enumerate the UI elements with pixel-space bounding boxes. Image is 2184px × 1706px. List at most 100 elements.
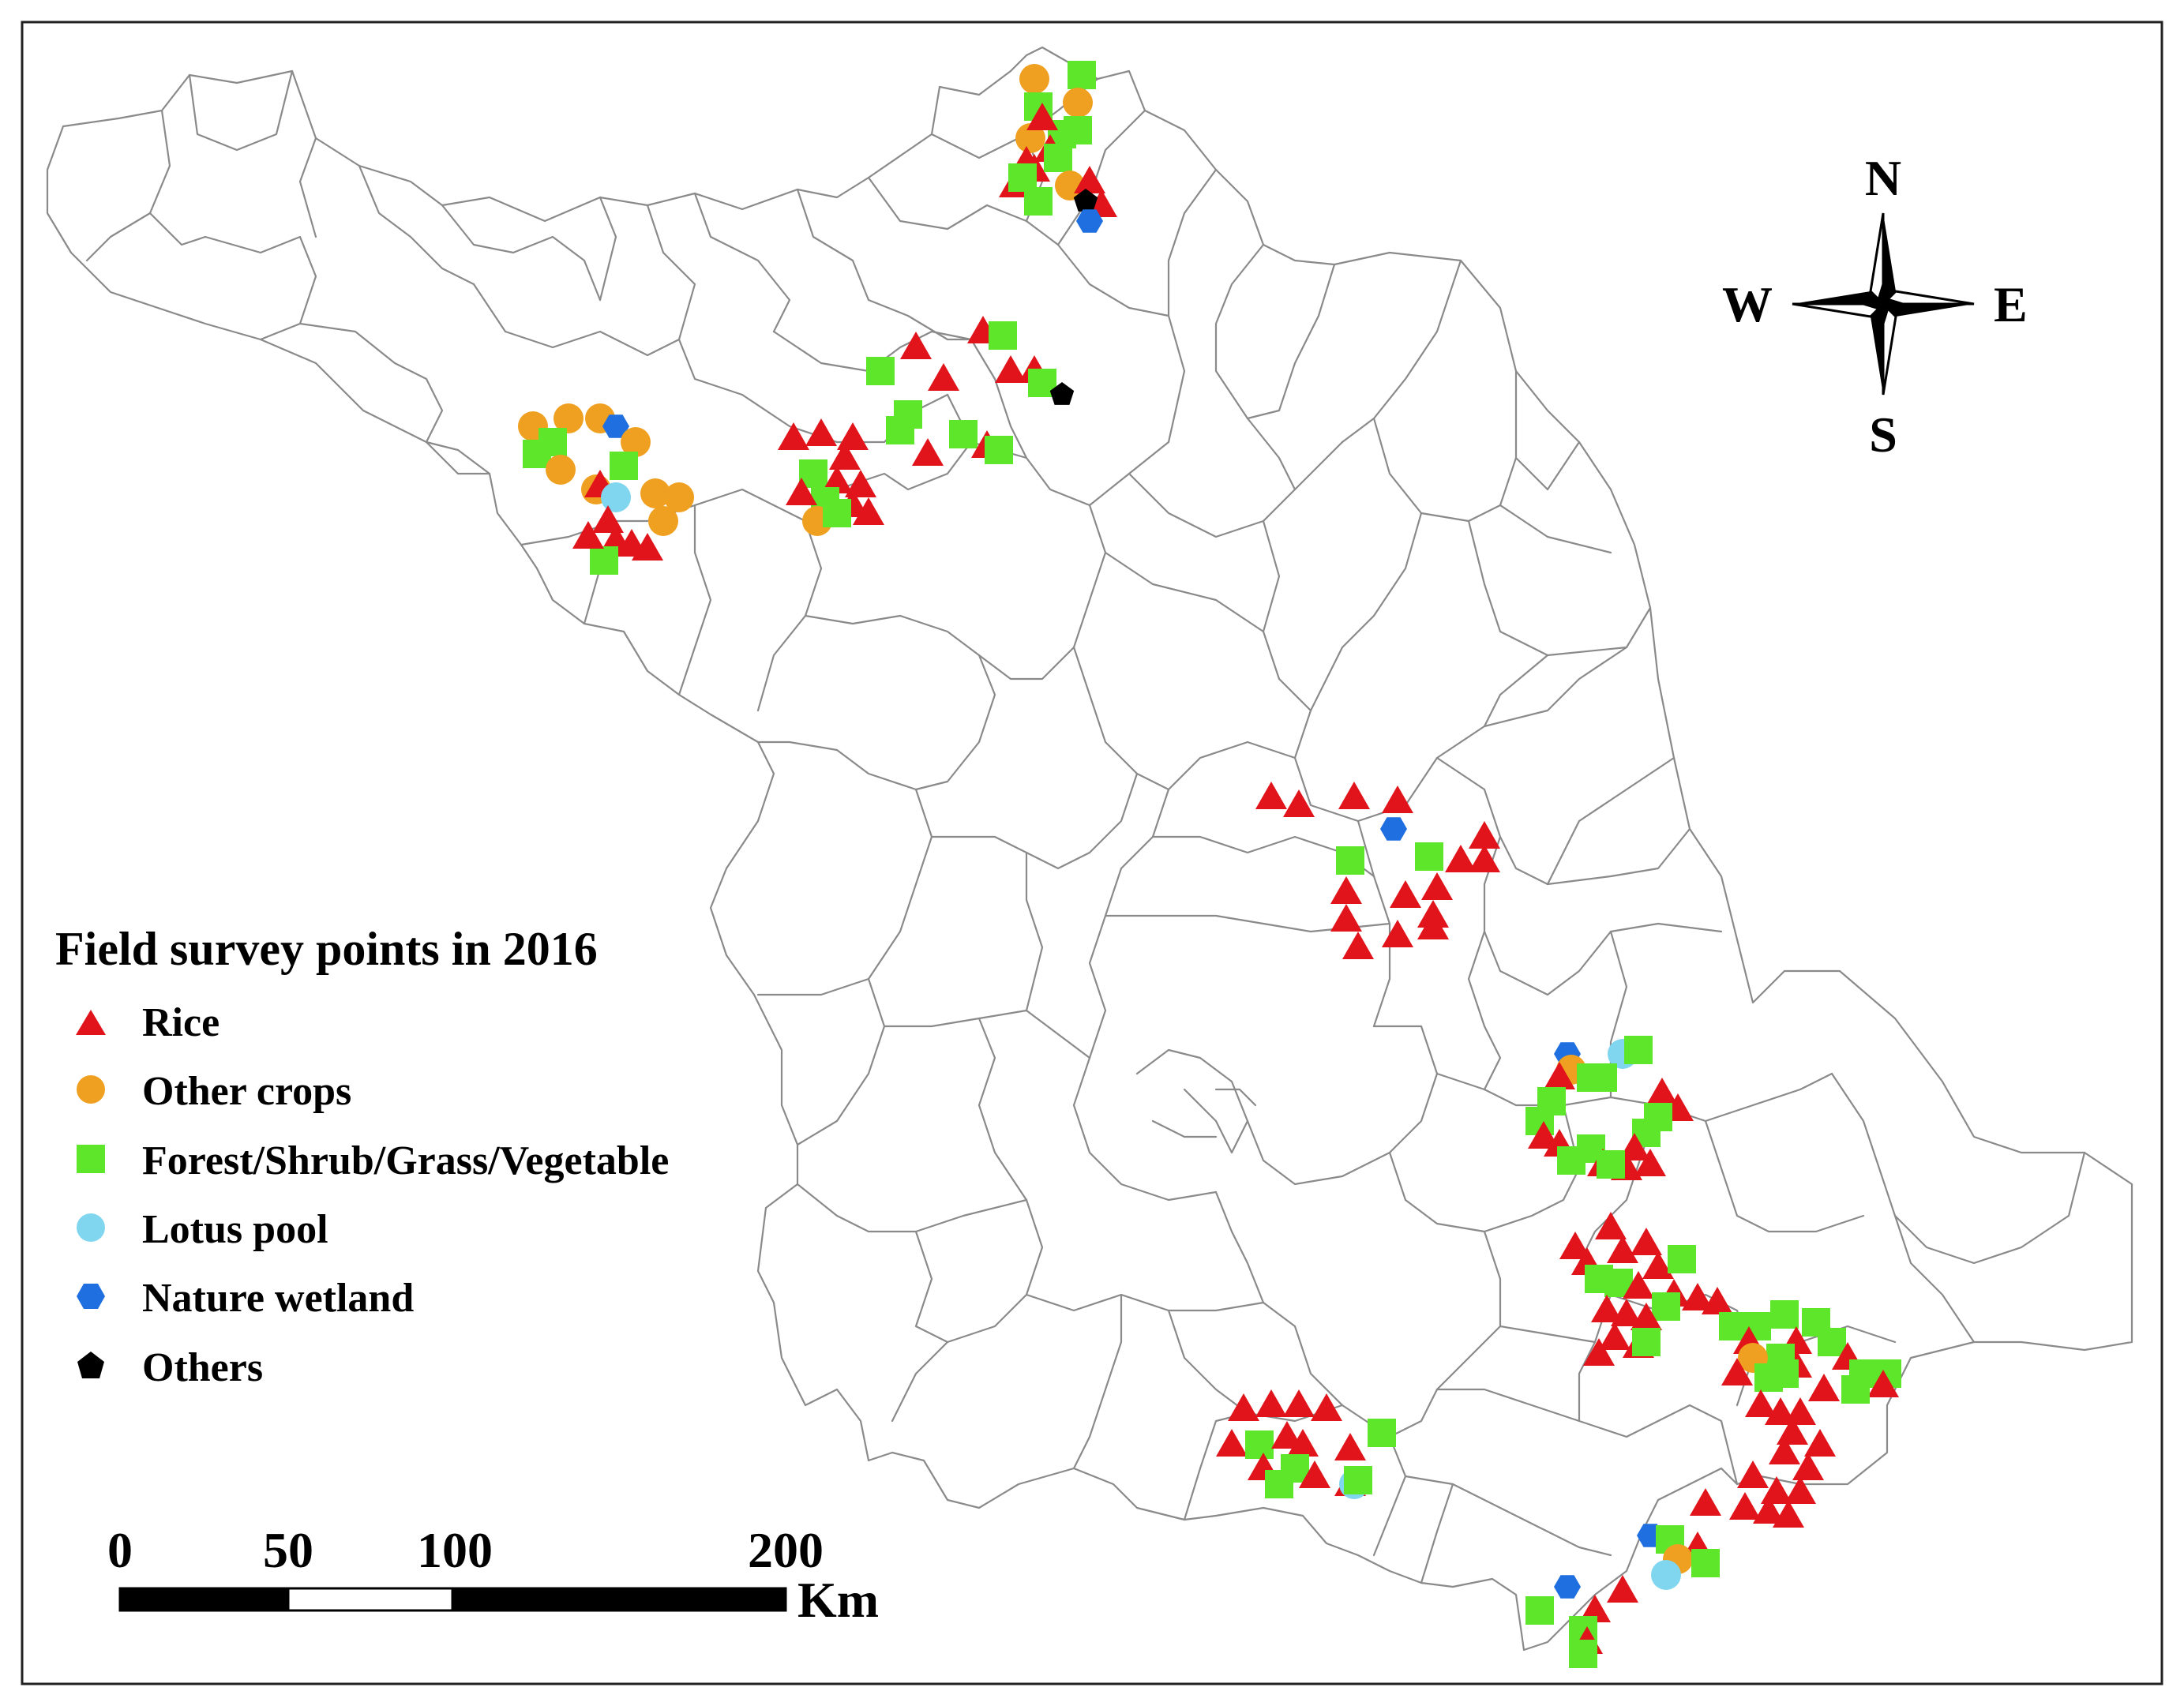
survey-point-rice xyxy=(1808,1374,1840,1401)
survey-point-forest xyxy=(989,321,1017,350)
survey-point-rice xyxy=(1682,1283,1713,1310)
legend-forest-symbol xyxy=(77,1145,105,1173)
scale-tick-50: 50 xyxy=(263,1522,313,1578)
survey-point-rice xyxy=(1216,1429,1248,1457)
survey-point-rice xyxy=(1690,1488,1721,1516)
survey-point-rice xyxy=(1421,872,1453,900)
survey-point-rice xyxy=(821,466,853,493)
survey-point-other xyxy=(648,506,678,536)
survey-point-rice xyxy=(1469,821,1500,849)
survey-point-rice xyxy=(1595,1212,1627,1239)
survey-point-rice xyxy=(1026,103,1058,130)
scale-segment-3 xyxy=(451,1587,787,1612)
survey-point-rice xyxy=(1330,904,1362,932)
survey-point-forest xyxy=(1818,1328,1846,1356)
legend-other-crops-symbol xyxy=(77,1075,105,1104)
compass-south-label: S xyxy=(1869,407,1897,463)
survey-point-forest xyxy=(1344,1466,1372,1494)
survey-points xyxy=(518,61,1901,1668)
legend-label-wetland: Nature wetland xyxy=(142,1276,414,1321)
survey-point-forest xyxy=(1064,116,1092,144)
survey-point-rice xyxy=(1334,1433,1366,1460)
survey-point-others xyxy=(1073,189,1098,212)
survey-point-rice xyxy=(829,442,861,470)
survey-point-wetland xyxy=(1076,209,1103,233)
survey-point-rice xyxy=(1599,1322,1630,1350)
legend-item-other-crops: Other crops xyxy=(77,1069,351,1114)
legend-wetland-symbol xyxy=(77,1284,105,1309)
survey-point-rice xyxy=(1607,1235,1638,1263)
survey-point-forest xyxy=(1245,1430,1274,1459)
legend-rice-symbol xyxy=(76,1010,106,1035)
survey-point-rice xyxy=(1445,845,1477,872)
survey-point-forest xyxy=(1265,1470,1293,1498)
legend-item-wetland: Nature wetland xyxy=(77,1276,414,1321)
survey-point-forest xyxy=(1044,144,1072,172)
survey-point-rice xyxy=(1528,1121,1559,1149)
survey-point-rice xyxy=(1255,782,1287,809)
survey-point-forest xyxy=(1415,842,1443,871)
survey-point-rice xyxy=(1228,1393,1259,1421)
survey-point-rice xyxy=(572,521,604,549)
survey-point-rice xyxy=(1271,1421,1303,1449)
survey-point-forest xyxy=(523,440,551,468)
legend-label-forest: Forest/Shrub/Grass/Vegetable xyxy=(142,1138,669,1183)
survey-point-rice xyxy=(1255,1389,1287,1417)
survey-point-rice xyxy=(1591,1295,1623,1322)
compass-west-label: W xyxy=(1722,276,1773,332)
survey-point-other xyxy=(664,482,694,512)
survey-point-forest xyxy=(1632,1328,1661,1356)
survey-point-rice xyxy=(1634,1149,1666,1176)
survey-point-rice xyxy=(1784,1476,1816,1504)
survey-point-forest xyxy=(1624,1036,1653,1064)
survey-point-rice xyxy=(900,332,932,359)
survey-point-forest xyxy=(1597,1150,1625,1179)
legend-label-other-crops: Other crops xyxy=(142,1069,351,1114)
survey-point-rice xyxy=(1630,1303,1662,1330)
legend-title: Field survey points in 2016 xyxy=(55,923,598,975)
survey-point-forest xyxy=(1336,846,1364,875)
survey-point-rice xyxy=(1611,1299,1642,1326)
survey-point-rice xyxy=(1729,1492,1761,1520)
survey-point-other xyxy=(1063,88,1093,118)
survey-point-forest xyxy=(866,357,895,385)
survey-point-other xyxy=(546,455,576,485)
survey-point-rice xyxy=(1646,1078,1678,1105)
scale-segment-2 xyxy=(287,1587,454,1612)
survey-point-forest xyxy=(1525,1596,1554,1625)
survey-point-rice xyxy=(786,478,817,505)
survey-point-rice xyxy=(1330,876,1362,904)
survey-point-wetland xyxy=(602,414,629,438)
scale-tick-100: 100 xyxy=(417,1522,493,1578)
scale-unit: Km xyxy=(797,1572,879,1628)
survey-point-rice xyxy=(1382,786,1413,813)
survey-point-forest xyxy=(823,499,851,527)
survey-point-other xyxy=(621,427,651,457)
legend-label-rice: Rice xyxy=(142,1000,220,1045)
compass-east-label: E xyxy=(1994,276,2028,332)
survey-point-lotus xyxy=(601,482,631,512)
province-outline xyxy=(46,46,2133,1652)
survey-point-rice xyxy=(1469,845,1500,872)
survey-point-others xyxy=(1049,382,1075,405)
survey-point-forest xyxy=(1557,1146,1585,1175)
survey-point-rice xyxy=(1623,1271,1654,1299)
survey-point-rice xyxy=(1792,1453,1824,1480)
survey-point-forest xyxy=(1368,1419,1396,1447)
survey-point-lotus xyxy=(1651,1560,1681,1590)
scale-tick-0: 0 xyxy=(107,1522,133,1578)
legend-others-symbol xyxy=(77,1352,104,1378)
survey-point-rice xyxy=(1342,932,1374,959)
survey-point-rice xyxy=(1769,1437,1800,1464)
survey-point-rice xyxy=(1721,1358,1753,1385)
survey-point-rice xyxy=(1753,1496,1784,1524)
survey-point-rice xyxy=(1702,1287,1733,1314)
survey-point-rice xyxy=(1804,1429,1836,1457)
survey-point-other xyxy=(554,403,584,433)
survey-point-forest xyxy=(1691,1549,1720,1577)
compass-north-label: N xyxy=(1865,150,1901,206)
survey-point-rice xyxy=(1311,1393,1342,1421)
survey-point-rice xyxy=(778,422,809,450)
survey-point-rice xyxy=(928,363,959,391)
